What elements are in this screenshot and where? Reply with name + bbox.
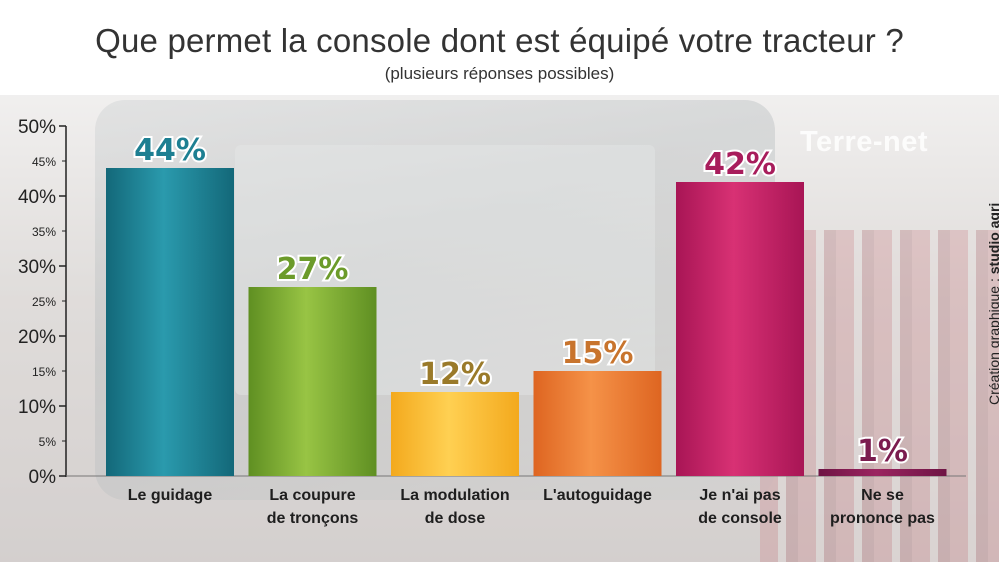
x-category-label: La modulation xyxy=(400,487,509,504)
x-category-label: Le guidage xyxy=(128,487,213,504)
bar xyxy=(676,182,804,476)
y-tick-label: 0% xyxy=(29,467,57,488)
bar xyxy=(533,371,662,476)
x-category-label: L'autoguidage xyxy=(543,487,652,504)
chart-subtitle: (plusieurs réponses possibles) xyxy=(384,64,615,83)
x-category-label: de console xyxy=(698,510,782,527)
y-tick-label-minor: 5% xyxy=(39,435,57,449)
bar-value-label: 42% xyxy=(704,147,776,182)
x-category-label: Ne se xyxy=(861,487,904,504)
y-tick-label: 40% xyxy=(18,187,56,208)
terre-net-logo: Terre-net xyxy=(800,126,929,158)
y-tick-label-minor: 45% xyxy=(32,155,56,169)
y-tick-label: 10% xyxy=(18,397,56,418)
y-tick-label: 30% xyxy=(18,257,56,278)
y-tick-label-minor: 15% xyxy=(32,365,56,379)
bar xyxy=(818,469,947,476)
x-category-label: de dose xyxy=(425,510,486,527)
value-labels: 44% 27% 12% 15% 42% 1% xyxy=(132,131,910,471)
y-tick-label-minor: 25% xyxy=(32,295,56,309)
category-labels: Le guidage La coupure de tronçons La modula… xyxy=(128,487,935,527)
bar-value-label: 44% xyxy=(134,133,206,168)
chart-title: Que permet la console dont est équipé vo… xyxy=(95,22,904,59)
x-category-label: de tronçons xyxy=(267,510,359,527)
bar xyxy=(248,287,377,476)
x-category-label: La coupure xyxy=(269,487,355,504)
bar-value-label: 27% xyxy=(277,252,349,287)
y-tick-label: 20% xyxy=(18,327,56,348)
x-category-label: prononce pas xyxy=(830,510,935,527)
bar-value-label: 1% xyxy=(857,434,908,469)
bar xyxy=(391,392,519,476)
bar xyxy=(106,168,234,476)
bar-value-label: 12% xyxy=(419,357,491,392)
x-category-label: Je n'ai pas xyxy=(699,487,780,504)
bar-value-label: 15% xyxy=(562,336,634,371)
y-tick-label: 50% xyxy=(18,117,56,138)
y-tick-label-minor: 35% xyxy=(32,225,56,239)
bars xyxy=(106,168,947,476)
